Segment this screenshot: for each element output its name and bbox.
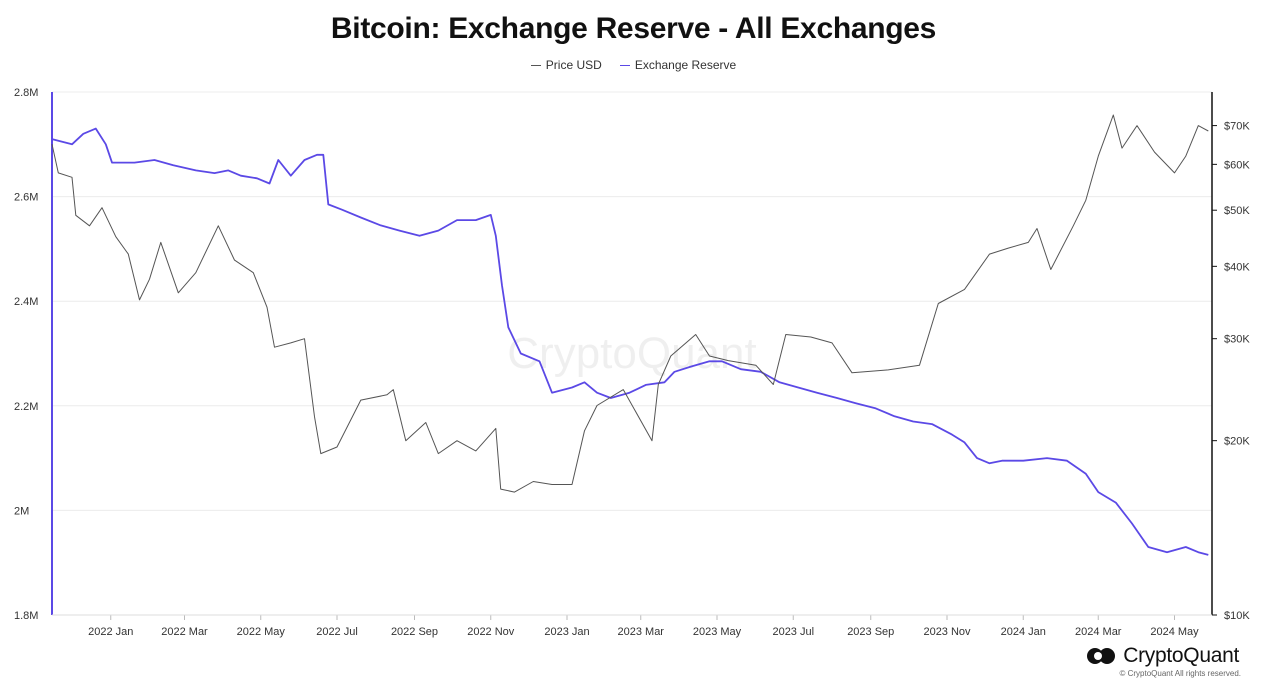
x-tick-label: 2022 May (237, 626, 286, 638)
x-tick-label: 2023 Sep (847, 626, 894, 638)
legend-swatch-reserve (619, 64, 630, 66)
x-tick-label: 2023 May (693, 626, 742, 638)
left-tick-label: 2.6M (14, 192, 38, 204)
brand-name: CryptoQuant (1123, 644, 1239, 667)
x-tick-label: 2023 Jan (544, 626, 589, 638)
x-tick-label: 2024 Mar (1075, 626, 1122, 638)
left-tick-label: 2.8M (14, 87, 38, 99)
chart-title: Bitcoin: Exchange Reserve - All Exchange… (330, 12, 937, 45)
cryptoquant-logo-icon (1087, 648, 1116, 664)
legend-label-reserve: Exchange Reserve (634, 58, 737, 72)
x-tick-label: 2022 Mar (161, 626, 208, 638)
x-tick-label: 2024 Jan (1001, 626, 1046, 638)
series-line-price-usd (51, 114, 1209, 493)
right-tick-label: $50K (1224, 205, 1250, 217)
x-tick-label: 2023 Jul (772, 626, 814, 638)
x-tick-label: 2022 Sep (391, 626, 438, 638)
x-tick-label: 2024 May (1150, 626, 1199, 638)
watermark-text: CryptoQuant (507, 329, 756, 378)
right-tick-label: $40K (1224, 261, 1250, 273)
legend-item-price[interactable]: Price USD (530, 58, 602, 72)
legend-label-price: Price USD (545, 58, 602, 72)
left-tick-label: 2.2M (14, 401, 38, 413)
x-tick-label: 2022 Jan (88, 626, 133, 638)
x-tick-label: 2023 Mar (618, 626, 665, 638)
legend: Price USD Exchange Reserve (0, 58, 1267, 72)
brand-logo: CryptoQuant (1086, 644, 1239, 668)
x-tick-label: 2022 Nov (467, 626, 515, 638)
right-tick-label: $70K (1224, 121, 1250, 133)
copyright-text: © CryptoQuant All rights reserved. (1119, 669, 1242, 678)
legend-item-reserve[interactable]: Exchange Reserve (619, 58, 737, 72)
right-tick-label: $60K (1224, 159, 1250, 171)
x-tick-label: 2023 Nov (923, 626, 971, 638)
right-tick-label: $20K (1224, 436, 1250, 448)
left-tick-label: 1.8M (14, 610, 38, 622)
right-tick-label: $30K (1224, 334, 1250, 346)
series-line-exchange-reserve (51, 127, 1209, 556)
x-tick-label: 2022 Jul (316, 626, 358, 638)
right-tick-label: $10K (1224, 610, 1250, 622)
left-tick-label: 2M (14, 505, 29, 517)
left-tick-label: 2.4M (14, 296, 38, 308)
legend-swatch-price (530, 64, 541, 66)
